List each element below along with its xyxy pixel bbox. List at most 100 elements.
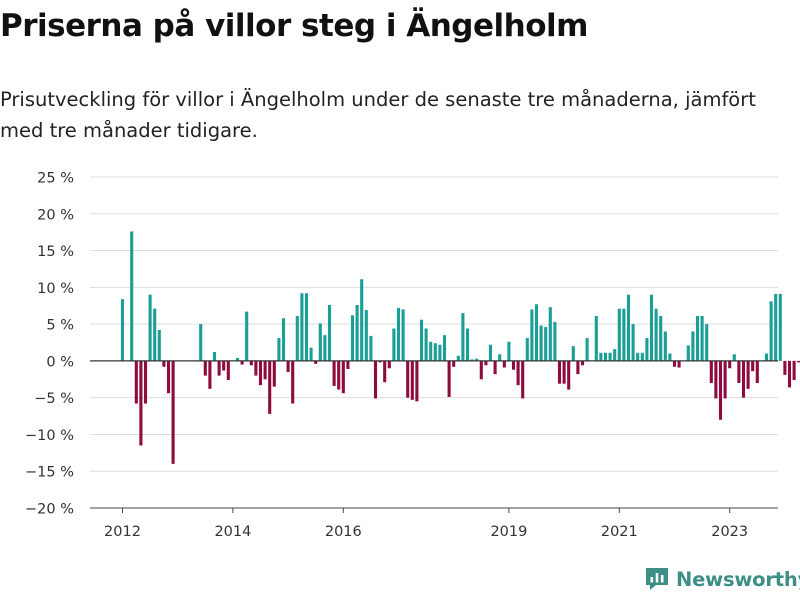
bar: [521, 360, 525, 399]
bar: [484, 360, 488, 366]
bar: [636, 352, 640, 361]
bar: [327, 304, 332, 361]
y-tick-label: 10 %: [37, 281, 74, 297]
bar: [438, 344, 442, 361]
bar: [746, 360, 750, 389]
bar: [337, 360, 341, 390]
bar: [677, 360, 681, 368]
bar: [281, 318, 286, 361]
bar: [452, 360, 456, 367]
bar: [797, 360, 800, 363]
bar: [263, 360, 267, 380]
bar: [272, 360, 276, 387]
y-tick-label: 25 %: [37, 171, 74, 187]
bar: [461, 313, 465, 361]
bar: [268, 360, 272, 414]
bar: [300, 293, 304, 361]
bar: [415, 360, 419, 402]
chart-subtitle: Prisutveckling för villor i Ängelholm un…: [0, 88, 756, 142]
bar: [567, 360, 571, 390]
bar: [626, 294, 631, 361]
bar: [691, 331, 695, 361]
bar: [544, 327, 548, 361]
bar: [475, 358, 479, 361]
bar: [511, 360, 516, 370]
chart-title: Priserna på villor steg i Ängelholm: [0, 8, 588, 44]
bar: [594, 316, 598, 361]
bar: [553, 321, 557, 361]
y-tick-label: 0 %: [46, 354, 74, 370]
bar: [603, 352, 608, 361]
bar: [705, 324, 709, 361]
bar: [171, 360, 175, 464]
newsworthy-logo: Newsworthy: [644, 566, 800, 592]
bar: [226, 360, 230, 381]
y-tick-label: 5 %: [46, 318, 74, 334]
bar: [539, 325, 543, 361]
bar: [309, 347, 313, 361]
bar: [166, 360, 171, 394]
bar: [493, 360, 497, 375]
bar: [783, 360, 787, 375]
bar: [148, 294, 152, 361]
bar: [314, 360, 318, 364]
bar: [502, 360, 506, 368]
y-tick-label: 20 %: [37, 207, 74, 223]
bar: [120, 299, 125, 361]
bar: [585, 338, 589, 361]
bar: [442, 335, 447, 361]
bar: [774, 293, 778, 361]
bar: [295, 316, 299, 361]
bar: [465, 328, 470, 361]
bar: [153, 308, 157, 361]
bar: [360, 279, 364, 361]
bar: [617, 308, 621, 361]
bar: [208, 360, 212, 389]
bar: [659, 316, 663, 361]
bar: [695, 316, 700, 361]
bar: [571, 346, 575, 361]
bar: [212, 352, 217, 361]
bar: [548, 307, 552, 361]
bar: [130, 231, 134, 361]
bar: [369, 335, 373, 361]
bar: [562, 360, 566, 384]
bar: [332, 360, 336, 386]
bar: [401, 309, 405, 361]
bar: [350, 315, 355, 361]
bar: [378, 360, 382, 363]
bar: [245, 311, 249, 361]
bar: [714, 360, 718, 399]
bar: [235, 357, 240, 361]
bar: [608, 352, 612, 361]
bar: [640, 352, 644, 361]
bar: [645, 338, 649, 361]
bar: [387, 360, 391, 369]
brand-name: Newsworthy: [676, 567, 800, 591]
bar: [217, 360, 221, 376]
bar: [254, 360, 258, 376]
x-tick-label: 2023: [711, 524, 748, 540]
bar: [410, 360, 414, 400]
bar: [433, 343, 437, 361]
bar: [576, 360, 580, 375]
bar: [157, 330, 161, 361]
bar: [769, 301, 773, 361]
bar: [507, 341, 511, 361]
bar: [741, 360, 746, 398]
bar: [203, 360, 207, 376]
bar: [429, 341, 433, 361]
bar: [599, 352, 603, 361]
bar: [792, 360, 796, 381]
y-axis: 25 % 20 % 15 % 10 % 5 % 0 % −5 % −10 % −15 % −20 …: [25, 171, 74, 518]
bar: [139, 360, 143, 446]
bar: [240, 360, 244, 365]
bar: [346, 360, 350, 369]
bar: [709, 360, 713, 383]
bar: [732, 354, 736, 361]
bar: [341, 360, 345, 394]
bar: [580, 360, 585, 366]
bar: [199, 324, 203, 361]
bar: [134, 360, 138, 404]
grid-lines: [90, 176, 778, 509]
